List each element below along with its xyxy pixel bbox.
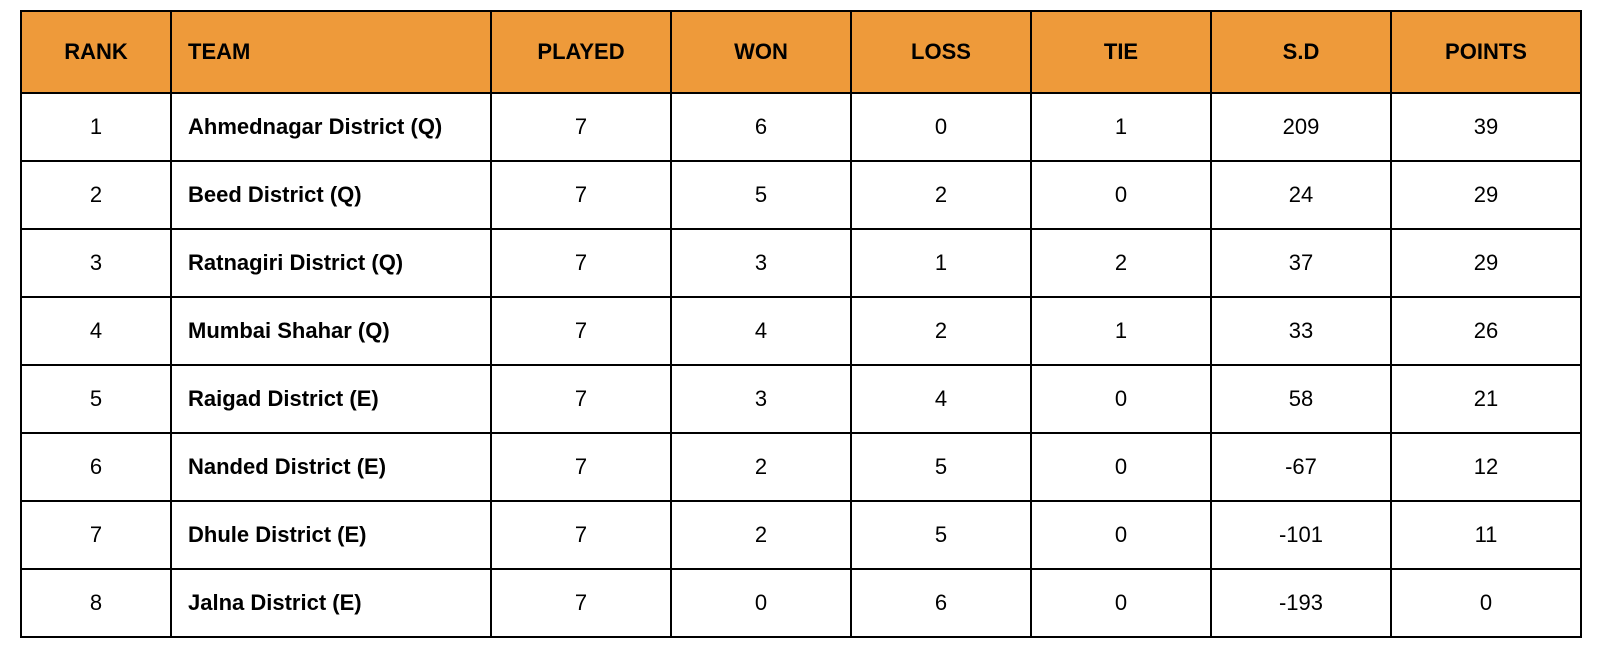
col-header-points: POINTS — [1391, 11, 1581, 93]
cell-won: 6 — [671, 93, 851, 161]
cell-tie: 1 — [1031, 297, 1211, 365]
cell-points: 21 — [1391, 365, 1581, 433]
col-header-won: WON — [671, 11, 851, 93]
cell-loss: 1 — [851, 229, 1031, 297]
standings-table: RANK TEAM PLAYED WON LOSS TIE S.D POINTS… — [20, 10, 1582, 638]
cell-points: 11 — [1391, 501, 1581, 569]
cell-tie: 0 — [1031, 569, 1211, 637]
cell-won: 0 — [671, 569, 851, 637]
cell-rank: 7 — [21, 501, 171, 569]
cell-tie: 2 — [1031, 229, 1211, 297]
cell-played: 7 — [491, 161, 671, 229]
cell-played: 7 — [491, 93, 671, 161]
cell-team: Nanded District (E) — [171, 433, 491, 501]
cell-loss: 5 — [851, 501, 1031, 569]
cell-sd: 24 — [1211, 161, 1391, 229]
cell-won: 2 — [671, 433, 851, 501]
table-row: 2 Beed District (Q) 7 5 2 0 24 29 — [21, 161, 1581, 229]
cell-rank: 1 — [21, 93, 171, 161]
cell-sd: 209 — [1211, 93, 1391, 161]
cell-rank: 4 — [21, 297, 171, 365]
cell-sd: -67 — [1211, 433, 1391, 501]
cell-points: 12 — [1391, 433, 1581, 501]
cell-rank: 8 — [21, 569, 171, 637]
cell-won: 2 — [671, 501, 851, 569]
table-row: 3 Ratnagiri District (Q) 7 3 1 2 37 29 — [21, 229, 1581, 297]
cell-points: 39 — [1391, 93, 1581, 161]
cell-points: 26 — [1391, 297, 1581, 365]
cell-loss: 5 — [851, 433, 1031, 501]
cell-loss: 4 — [851, 365, 1031, 433]
cell-played: 7 — [491, 229, 671, 297]
cell-team: Beed District (Q) — [171, 161, 491, 229]
col-header-played: PLAYED — [491, 11, 671, 93]
cell-won: 3 — [671, 229, 851, 297]
cell-played: 7 — [491, 569, 671, 637]
cell-tie: 0 — [1031, 161, 1211, 229]
cell-team: Raigad District (E) — [171, 365, 491, 433]
cell-loss: 6 — [851, 569, 1031, 637]
table-head: RANK TEAM PLAYED WON LOSS TIE S.D POINTS — [21, 11, 1581, 93]
cell-team: Dhule District (E) — [171, 501, 491, 569]
cell-loss: 0 — [851, 93, 1031, 161]
cell-points: 29 — [1391, 161, 1581, 229]
cell-sd: 37 — [1211, 229, 1391, 297]
cell-team: Jalna District (E) — [171, 569, 491, 637]
cell-points: 0 — [1391, 569, 1581, 637]
cell-rank: 6 — [21, 433, 171, 501]
cell-rank: 2 — [21, 161, 171, 229]
table-body: 1 Ahmednagar District (Q) 7 6 0 1 209 39… — [21, 93, 1581, 637]
cell-sd: 58 — [1211, 365, 1391, 433]
cell-played: 7 — [491, 501, 671, 569]
col-header-team: TEAM — [171, 11, 491, 93]
cell-won: 3 — [671, 365, 851, 433]
header-row: RANK TEAM PLAYED WON LOSS TIE S.D POINTS — [21, 11, 1581, 93]
cell-loss: 2 — [851, 161, 1031, 229]
table-row: 5 Raigad District (E) 7 3 4 0 58 21 — [21, 365, 1581, 433]
cell-tie: 0 — [1031, 433, 1211, 501]
cell-sd: -193 — [1211, 569, 1391, 637]
cell-tie: 0 — [1031, 501, 1211, 569]
col-header-sd: S.D — [1211, 11, 1391, 93]
cell-sd: -101 — [1211, 501, 1391, 569]
table-row: 1 Ahmednagar District (Q) 7 6 0 1 209 39 — [21, 93, 1581, 161]
col-header-tie: TIE — [1031, 11, 1211, 93]
standings-container: RANK TEAM PLAYED WON LOSS TIE S.D POINTS… — [0, 0, 1600, 658]
cell-points: 29 — [1391, 229, 1581, 297]
table-row: 6 Nanded District (E) 7 2 5 0 -67 12 — [21, 433, 1581, 501]
cell-team: Ratnagiri District (Q) — [171, 229, 491, 297]
table-row: 4 Mumbai Shahar (Q) 7 4 2 1 33 26 — [21, 297, 1581, 365]
cell-won: 4 — [671, 297, 851, 365]
cell-team: Mumbai Shahar (Q) — [171, 297, 491, 365]
cell-team: Ahmednagar District (Q) — [171, 93, 491, 161]
cell-played: 7 — [491, 365, 671, 433]
cell-tie: 0 — [1031, 365, 1211, 433]
cell-played: 7 — [491, 433, 671, 501]
cell-rank: 3 — [21, 229, 171, 297]
col-header-loss: LOSS — [851, 11, 1031, 93]
table-row: 8 Jalna District (E) 7 0 6 0 -193 0 — [21, 569, 1581, 637]
col-header-rank: RANK — [21, 11, 171, 93]
cell-rank: 5 — [21, 365, 171, 433]
table-row: 7 Dhule District (E) 7 2 5 0 -101 11 — [21, 501, 1581, 569]
cell-played: 7 — [491, 297, 671, 365]
cell-loss: 2 — [851, 297, 1031, 365]
cell-sd: 33 — [1211, 297, 1391, 365]
cell-won: 5 — [671, 161, 851, 229]
cell-tie: 1 — [1031, 93, 1211, 161]
